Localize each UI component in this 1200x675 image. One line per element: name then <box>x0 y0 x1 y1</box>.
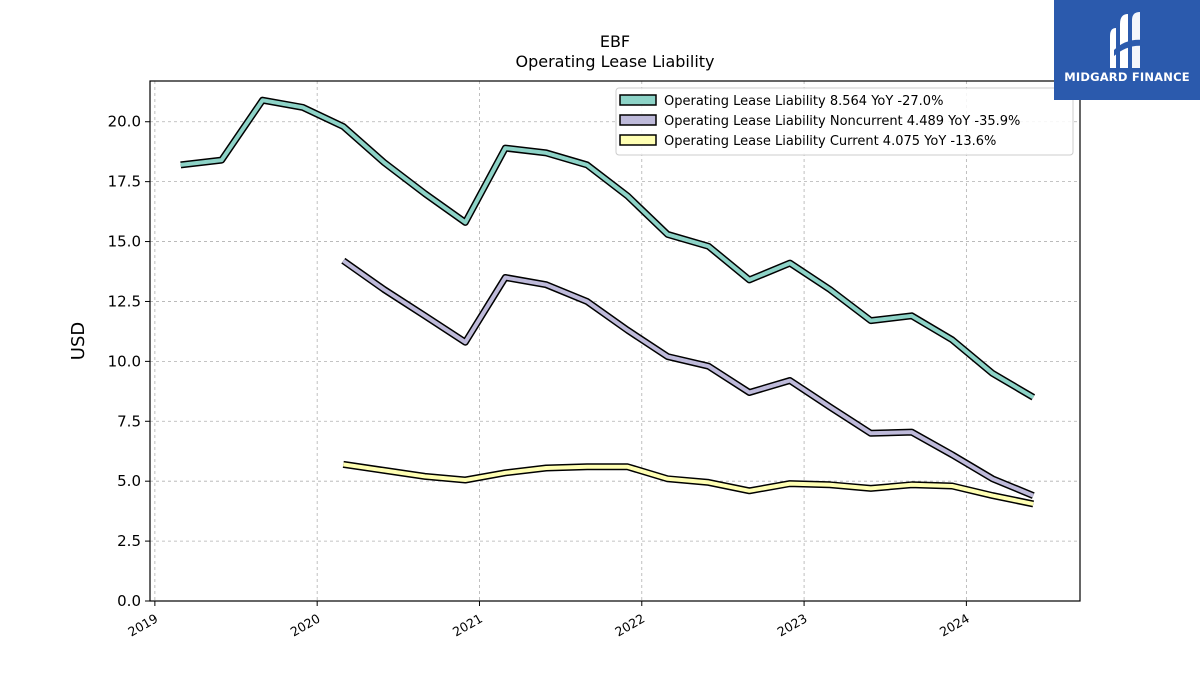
legend: Operating Lease Liability 8.564 YoY -27.… <box>615 87 1074 156</box>
series-stroke <box>343 462 1034 506</box>
y-tick-label: 12.5 <box>108 292 141 310</box>
x-tick-label: 2019 <box>125 611 160 640</box>
legend-swatch <box>619 134 657 146</box>
legend-swatch <box>619 114 657 126</box>
series-line-2 <box>341 257 1035 499</box>
x-tick-label: 2022 <box>612 611 647 640</box>
x-tick-label: 2020 <box>288 611 323 640</box>
series-line-1 <box>180 96 1036 401</box>
x-tick-label: 2021 <box>450 611 485 640</box>
series-outline <box>341 257 1035 499</box>
midgard-finance-logo: MIDGARD FINANCE <box>1054 0 1200 100</box>
grid <box>150 81 1080 602</box>
y-tick-label: 2.5 <box>117 532 141 550</box>
legend-entry: Operating Lease Liability 8.564 YoY -27.… <box>664 94 943 109</box>
y-tick-label: 5.0 <box>117 472 141 490</box>
legend-entry: Operating Lease Liability Current 4.075 … <box>664 134 996 149</box>
x-tick-label: 2024 <box>937 611 972 640</box>
y-axis-ticks: 0.0 2.5 5.0 7.5 10.0 12.5 15.0 17.5 20.0 <box>108 113 150 610</box>
series-line-3 <box>342 460 1034 508</box>
y-tick-label: 7.5 <box>117 412 141 430</box>
y-axis-label: USD <box>68 322 89 360</box>
x-tick-label: 2023 <box>775 611 810 640</box>
plot-frame <box>149 80 1081 602</box>
series-stroke <box>342 259 1035 498</box>
series-layer <box>180 96 1036 508</box>
y-tick-label: 10.0 <box>108 352 141 370</box>
legend-box <box>615 87 1074 156</box>
legend-entry: Operating Lease Liability Noncurrent 4.4… <box>664 114 1020 129</box>
y-tick-label: 0.0 <box>117 592 141 610</box>
chart-subtitle: Operating Lease Liability <box>515 52 714 71</box>
y-tick-label: 20.0 <box>108 113 141 131</box>
logo-text: MIDGARD FINANCE <box>1064 70 1190 84</box>
y-tick-label: 15.0 <box>108 233 141 251</box>
chart-title: EBF <box>600 32 630 51</box>
x-axis-ticks: 2019 2020 2021 2022 2023 2024 <box>125 601 972 640</box>
legend-swatch <box>619 94 657 106</box>
y-tick-label: 17.5 <box>108 173 141 191</box>
series-stroke <box>180 98 1035 400</box>
logo-mark-icon <box>1110 12 1144 68</box>
